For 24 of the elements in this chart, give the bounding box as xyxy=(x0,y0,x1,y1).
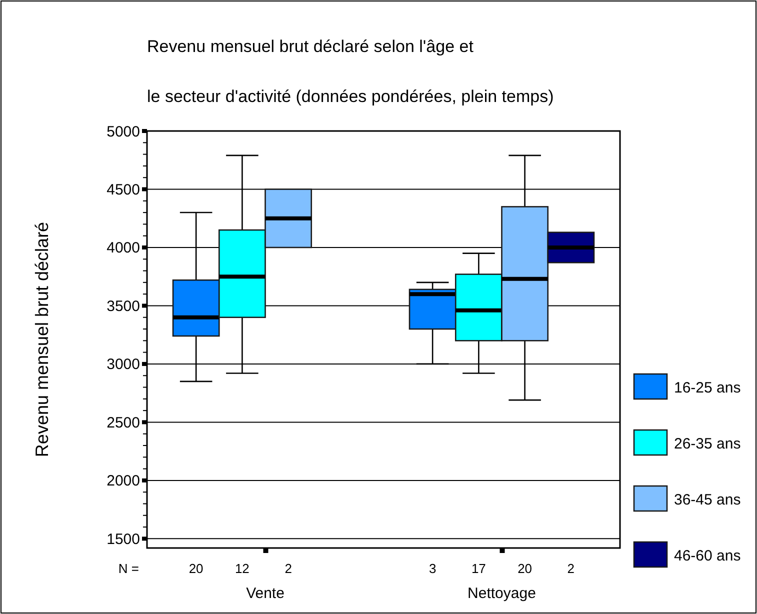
text: N = xyxy=(118,561,139,576)
y-tick-label: 3500 xyxy=(106,298,140,315)
text: 20 xyxy=(188,561,204,576)
y-tick-label: 1500 xyxy=(106,530,140,548)
y-tick-label: 2000 xyxy=(106,472,140,490)
chart-title: Revenu mensuel brut déclaré selon l'âge et le secteur d'activité (données pondérées, plein temps) xyxy=(147,37,554,106)
text: 2 xyxy=(284,561,292,576)
y-tick-label: 5000 xyxy=(106,123,140,140)
y-axis-title: Revenu mensuel brut déclaré xyxy=(32,222,52,458)
y-tick-label: 4000 xyxy=(106,240,140,257)
text: 2 xyxy=(567,561,575,576)
legend-label: 46-60 ans xyxy=(674,547,741,564)
legend-label: 16-25 ans xyxy=(674,379,741,396)
text: 3 xyxy=(428,561,436,576)
x-tick-label: Vente xyxy=(246,585,284,602)
y-tick-label: 4500 xyxy=(106,181,140,198)
text: 20 xyxy=(518,561,532,576)
text: 12 xyxy=(234,561,250,576)
y-tick-label: 3000 xyxy=(106,356,140,374)
text: 17 xyxy=(471,561,486,576)
legend-label: 36-45 ans xyxy=(674,491,741,508)
y-tick-label: 2500 xyxy=(106,414,140,432)
legend-label: 26-35 ans xyxy=(674,435,741,452)
x-tick-label: Nettoyage xyxy=(468,585,536,602)
